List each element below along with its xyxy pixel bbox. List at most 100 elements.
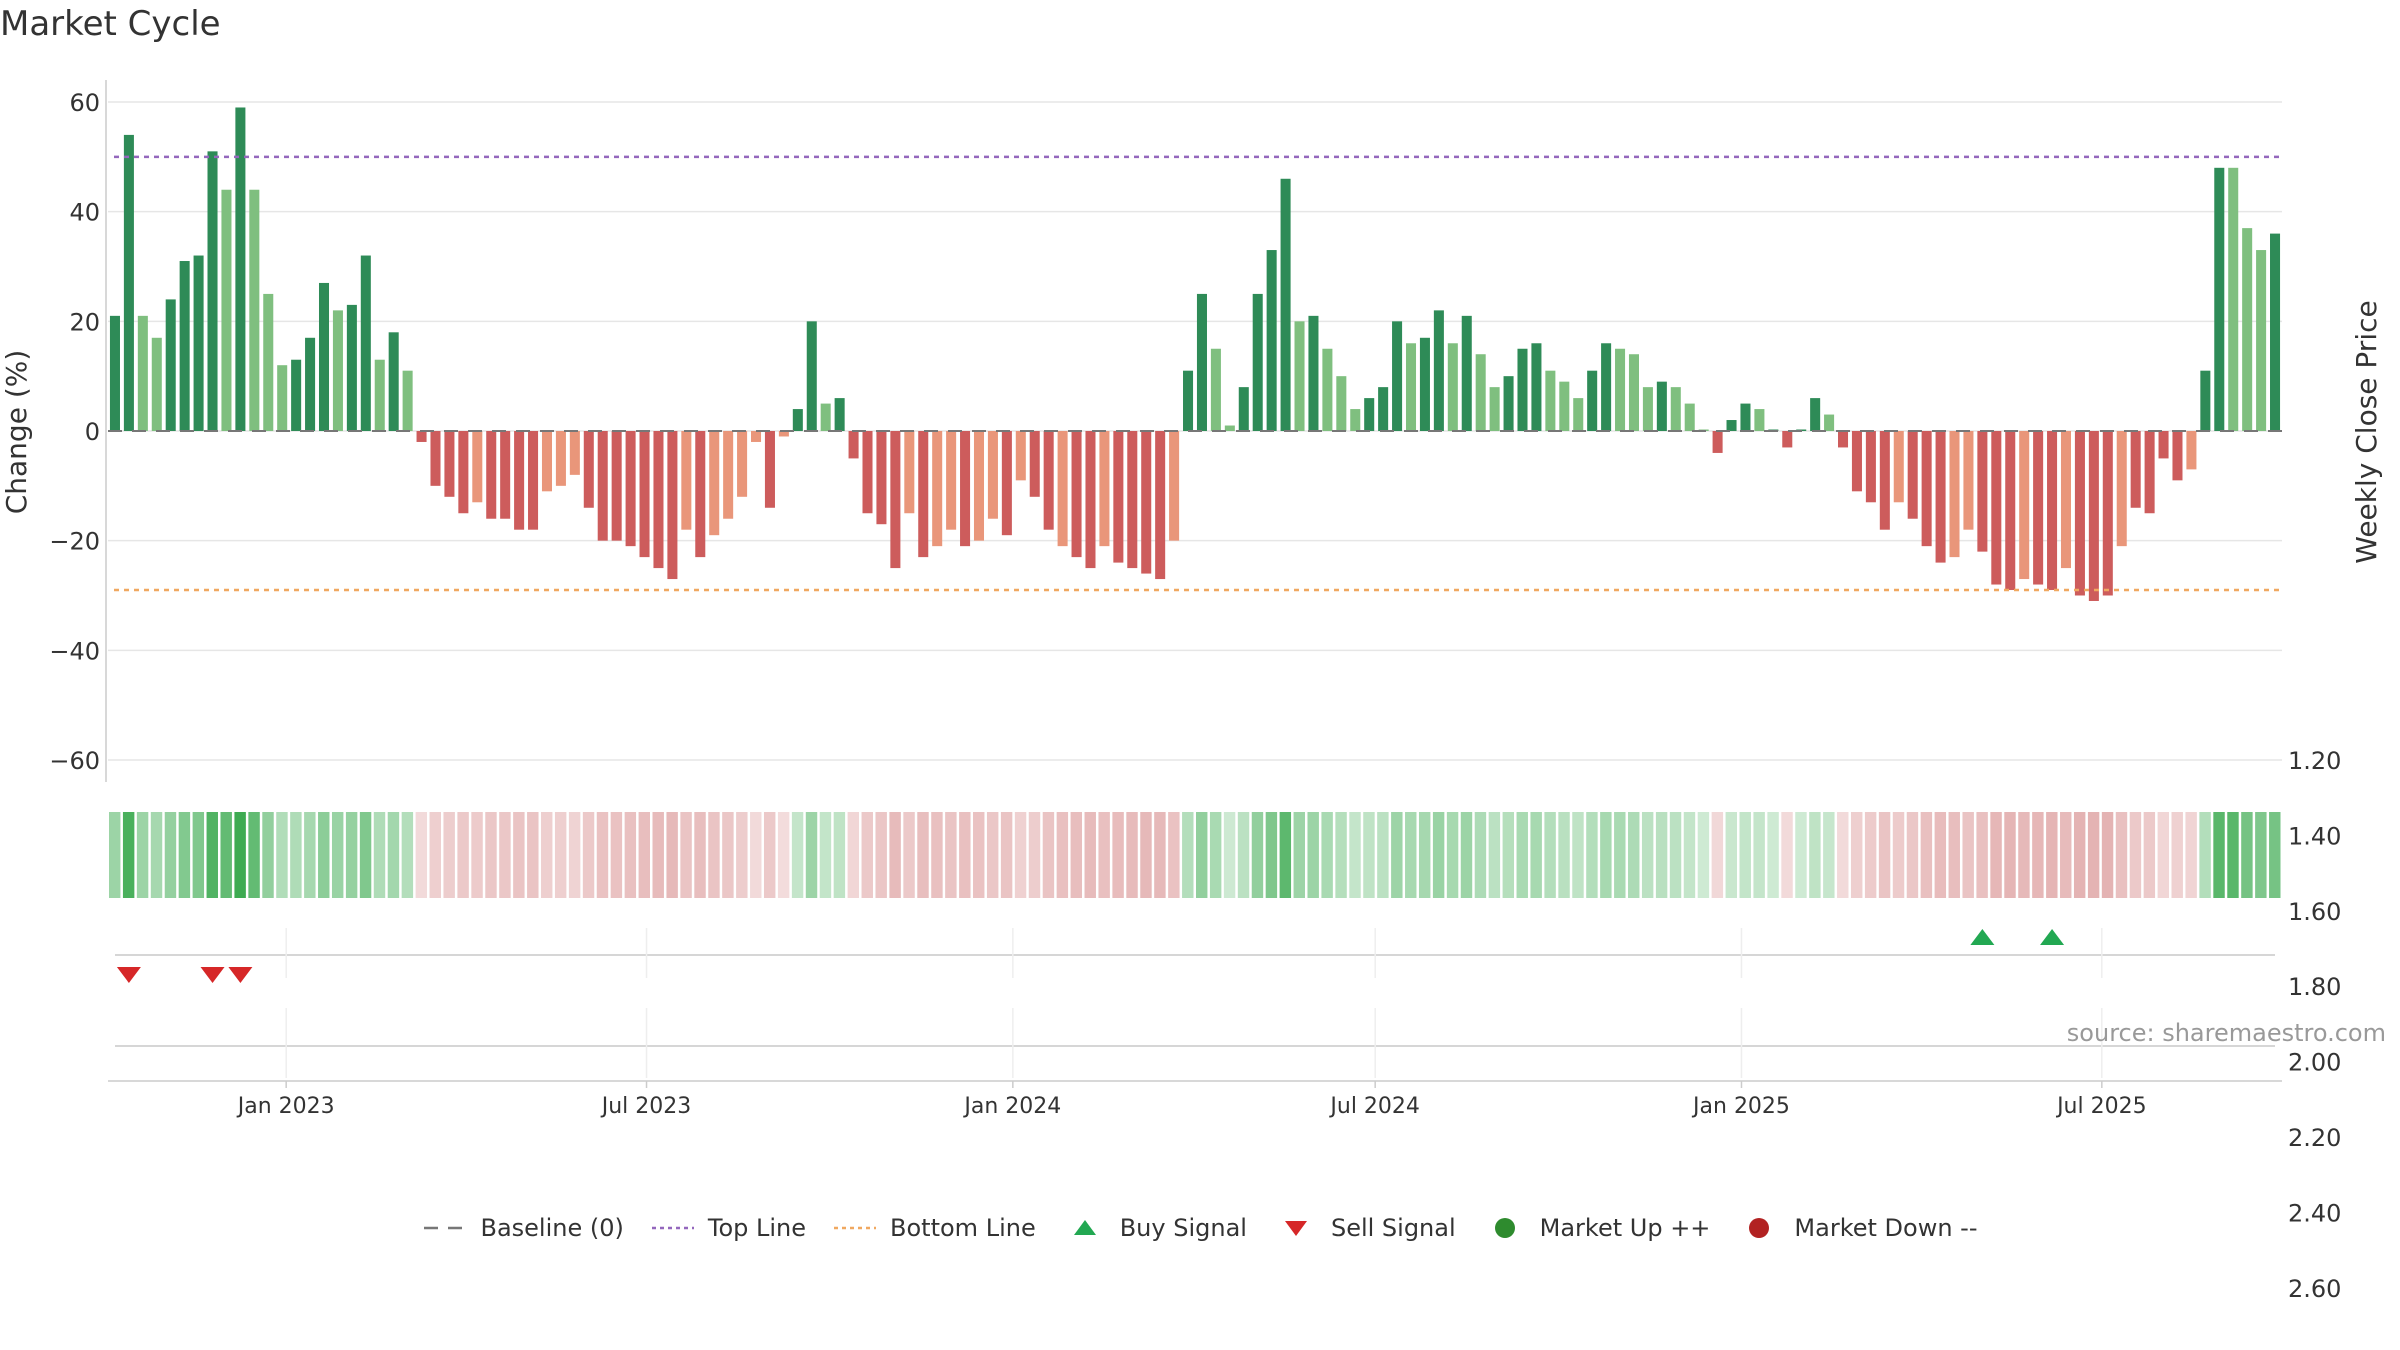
- heat-cell: [1028, 812, 1041, 898]
- bar: [1183, 370, 1194, 431]
- heat-cell: [763, 812, 776, 898]
- heat-cell: [1168, 812, 1180, 898]
- heat-cell: [1209, 812, 1222, 898]
- bar: [1503, 376, 1514, 431]
- sell-signal-marker: [228, 967, 253, 983]
- legend-label: Market Up ++: [1539, 1214, 1711, 1242]
- heat-cell: [1460, 812, 1473, 898]
- heat-cell: [666, 812, 678, 898]
- x-tick-label: Jan 2025: [1691, 1094, 1790, 1119]
- heat-cell: [2199, 812, 2211, 898]
- bar: [1308, 315, 1319, 431]
- bar: [611, 431, 622, 541]
- bar: [1057, 431, 1068, 547]
- bar: [458, 431, 469, 514]
- bar: [597, 431, 608, 541]
- heat-cell: [945, 812, 957, 898]
- bar: [987, 431, 998, 519]
- heat-cell: [1363, 812, 1375, 898]
- heat-cell: [736, 812, 748, 898]
- x-tick-label: Jul 2025: [2055, 1094, 2147, 1119]
- heat-cell: [1530, 812, 1542, 898]
- bar: [569, 431, 580, 475]
- bar: [1865, 431, 1876, 503]
- y-tick-label-left: 60: [69, 89, 100, 117]
- heat-cell: [136, 812, 149, 898]
- bar: [1851, 431, 1862, 492]
- bar: [1322, 348, 1333, 431]
- sell-signal-marker: [116, 967, 141, 983]
- heat-cell: [1293, 812, 1305, 898]
- heat-cell: [959, 812, 971, 898]
- heat-cell: [1558, 812, 1570, 898]
- heat-cell: [1767, 812, 1779, 898]
- y-tick-label-right: 2.00: [2288, 1049, 2341, 1077]
- heat-cell: [861, 812, 873, 898]
- heat-cell: [2241, 812, 2253, 898]
- bar: [1754, 409, 1765, 431]
- heat-cell: [2115, 812, 2128, 898]
- bar: [1963, 431, 1974, 530]
- heat-cell: [1279, 812, 1292, 898]
- heat-cell: [875, 812, 887, 898]
- legend-label: Market Down --: [1794, 1214, 1978, 1242]
- green-up-triangle-icon: [1073, 1220, 1096, 1235]
- chart-title: Market Cycle: [0, 4, 221, 44]
- y-tick-label-left: 20: [69, 308, 100, 336]
- bar: [2228, 167, 2239, 432]
- bar: [291, 359, 302, 431]
- bar: [1378, 387, 1389, 431]
- heat-cell: [150, 812, 163, 898]
- bar: [123, 134, 134, 431]
- bar: [277, 365, 288, 431]
- y-axis-label-left: Change (%): [0, 350, 33, 515]
- source-credit: source: sharemaestro.com: [2066, 1019, 2386, 1047]
- bar: [1628, 354, 1639, 431]
- bar: [2256, 250, 2267, 431]
- bar: [1336, 376, 1347, 431]
- bar: [1196, 293, 1207, 431]
- heat-cell: [1474, 812, 1487, 898]
- heat-cell: [206, 812, 218, 898]
- heat-cell: [708, 812, 720, 898]
- heat-cell: [1446, 812, 1459, 898]
- bar: [1684, 403, 1695, 431]
- legend: Baseline (0) Top Line Bottom Line Buy Signa…: [0, 1208, 2400, 1248]
- legend-item: Sell Signal: [1273, 1214, 1456, 1242]
- heat-strip: [109, 812, 2281, 898]
- heat-cell: [1098, 812, 1110, 898]
- heat-cell: [1990, 812, 2002, 898]
- heat-cell: [262, 812, 274, 898]
- heat-cell: [1614, 812, 1626, 898]
- bar: [1935, 431, 1946, 563]
- heat-cell: [1182, 812, 1194, 898]
- bar: [932, 431, 943, 547]
- heat-cell: [1878, 812, 1891, 898]
- bar: [179, 261, 190, 431]
- bar: [792, 409, 803, 431]
- legend-label: Bottom Line: [890, 1214, 1036, 1242]
- bar: [472, 431, 483, 503]
- bar: [137, 315, 148, 431]
- bar: [514, 431, 525, 530]
- heat-cell: [178, 812, 191, 898]
- bar: [221, 189, 232, 431]
- bar: [1155, 431, 1166, 580]
- heat-cell: [1154, 812, 1166, 898]
- heat-cell: [359, 812, 372, 898]
- heat-cell: [1432, 812, 1445, 898]
- bar: [918, 431, 929, 558]
- heat-cell: [1321, 812, 1333, 898]
- heat-cell: [2004, 812, 2016, 898]
- bar: [305, 337, 316, 431]
- heat-cell: [1850, 812, 1863, 898]
- heat-cell: [652, 812, 664, 898]
- bar: [346, 304, 357, 431]
- heat-cell: [917, 812, 929, 898]
- bar: [2144, 431, 2155, 514]
- heat-cell: [2157, 812, 2170, 898]
- bar: [1419, 337, 1430, 431]
- bar: [1461, 315, 1472, 431]
- heat-cell: [2213, 812, 2225, 898]
- y-tick-label-right: 2.60: [2288, 1275, 2341, 1303]
